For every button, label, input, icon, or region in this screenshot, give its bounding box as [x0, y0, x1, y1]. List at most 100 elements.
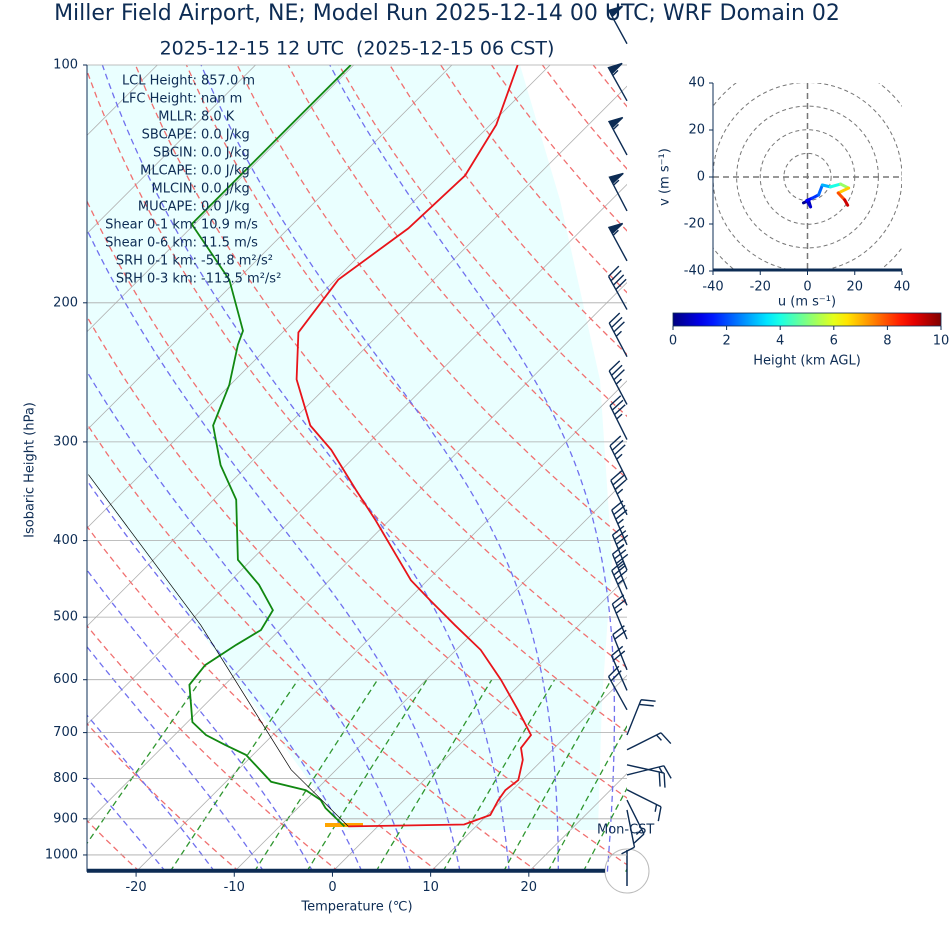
wind-barb: [626, 789, 662, 822]
profile-line: [88, 474, 349, 827]
isotherm: [626, 871, 627, 872]
hodo-segment: [836, 186, 851, 195]
hodo-segment: [843, 198, 850, 207]
moist-adiabat: [87, 645, 265, 872]
colorbar-tick-label: 6: [830, 334, 838, 349]
dry-adiabat: [592, 65, 627, 108]
moist-adiabat: [87, 777, 167, 872]
stat-value: 0.0 J/kg: [201, 146, 250, 161]
stat-label: MLLR:: [158, 110, 197, 125]
wind-barb: [612, 625, 628, 671]
wind-barb: [626, 799, 645, 845]
hodo-y-label: v (m s⁻¹): [658, 148, 673, 206]
dry-adiabat: [87, 422, 539, 872]
hodo-segment: [836, 191, 847, 202]
wind-barb: [611, 500, 628, 546]
dry-adiabat: [134, 65, 627, 669]
stat-label: LCL Height:: [122, 74, 197, 89]
stat-label: MUCAPE:: [138, 200, 197, 215]
mixing-ratio-line: [502, 679, 612, 872]
wind-barb: [607, 5, 628, 45]
y-tick-label: 600: [53, 672, 78, 687]
hodo-x-tick-label: 0: [803, 280, 811, 295]
profiles: [88, 65, 533, 828]
hodo-y-tick-label: 0: [697, 170, 705, 185]
stat-value: 857.0 m: [201, 74, 255, 89]
hodo-segment: [828, 182, 843, 189]
stat-label: Shear 0-1 km:: [105, 218, 197, 233]
hodo-segment: [817, 183, 824, 197]
stat-value: 8.0 K: [201, 110, 235, 125]
colorbar-label: Height (km AGL): [753, 354, 861, 369]
profile-line: [188, 65, 352, 828]
dry-adiabat: [338, 65, 627, 418]
colorbar-tick-label: 10: [933, 334, 950, 349]
y-tick-label: 1000: [45, 847, 78, 862]
moist-adiabat: [87, 568, 314, 872]
mixing-ratio-line: [582, 787, 627, 872]
hodo-x-tick-label: 20: [846, 280, 863, 295]
hodo-x-tick-label: -40: [702, 280, 723, 295]
shaded-region: [87, 65, 612, 830]
wind-barb: [611, 560, 628, 606]
wind-barb: [621, 809, 636, 855]
y-tick-label: 700: [53, 725, 78, 740]
hodo-x-tick-label: -20: [750, 280, 771, 295]
annotation: Mon-CST: [597, 823, 654, 838]
x-tick-label: -20: [125, 880, 146, 895]
colorbar-tick-label: 0: [669, 334, 677, 349]
wind-barb: [626, 699, 656, 736]
dry-adiabat: [87, 722, 240, 872]
y-tick-label: 400: [53, 533, 78, 548]
dry-adiabat: [898, 65, 951, 872]
mixing-ratio-line: [87, 679, 202, 845]
wind-barb: [607, 265, 628, 310]
x-axis-label: Temperature (℃): [300, 900, 412, 915]
y-tick-label: 900: [53, 811, 78, 826]
isotherm: [87, 282, 627, 824]
y-axis-label: Isobaric Height (hPa): [23, 402, 38, 538]
isotherm: [233, 478, 627, 872]
wind-barb: [608, 312, 628, 357]
moist-adiabat: [329, 65, 616, 872]
chart-subtitle: 2025-12-15 12 UTC (2025-12-15 06 CST): [160, 38, 555, 60]
mixing-ratio-line: [442, 679, 556, 872]
mixing-ratio-line: [547, 724, 627, 872]
hodo-y-tick-label: -20: [684, 217, 705, 232]
wind-barb: [610, 470, 628, 516]
wind-barb: [626, 765, 672, 779]
colorbar-tick-label: 4: [776, 334, 784, 349]
y-tick-label: 100: [53, 58, 78, 73]
x-tick-label: -10: [224, 880, 245, 895]
dry-adiabat: [87, 624, 340, 872]
moist-adiabat: [87, 370, 412, 872]
hodo-y-tick-label: -40: [684, 264, 705, 279]
dry-adiabat: [848, 65, 951, 872]
stat-value: -113.5 m²/s²: [201, 272, 281, 287]
dry-adiabat: [87, 315, 627, 866]
y-tick-label: 200: [53, 295, 78, 310]
dry-adiabat: [87, 199, 627, 799]
stat-label: LFC Height:: [122, 92, 197, 107]
stat-value: -51.8 m²/s²: [201, 254, 273, 269]
stat-label: SRH 0-1 km:: [116, 254, 197, 269]
isotherm: [87, 65, 453, 431]
hodo-x-tick-label: 40: [894, 280, 911, 295]
stat-value: nan m: [201, 92, 242, 107]
mixing-ratio-line: [253, 679, 379, 872]
isotherm: [332, 576, 627, 872]
moist-adiabat: [87, 714, 216, 872]
wind-barb: [611, 525, 629, 571]
stat-value: 0.0 J/kg: [201, 200, 250, 215]
wind-barb: [611, 594, 628, 640]
wind-barb: [626, 764, 666, 788]
profile-line: [295, 65, 533, 828]
isotherm: [87, 65, 354, 333]
stat-value: 0.0 J/kg: [201, 182, 250, 197]
stat-label: SBCAPE:: [142, 128, 197, 143]
moist-adiabat: [101, 65, 510, 872]
hodograph-area: [713, 83, 902, 271]
stat-label: SRH 0-3 km:: [116, 272, 197, 287]
dry-adiabat: [797, 65, 951, 872]
